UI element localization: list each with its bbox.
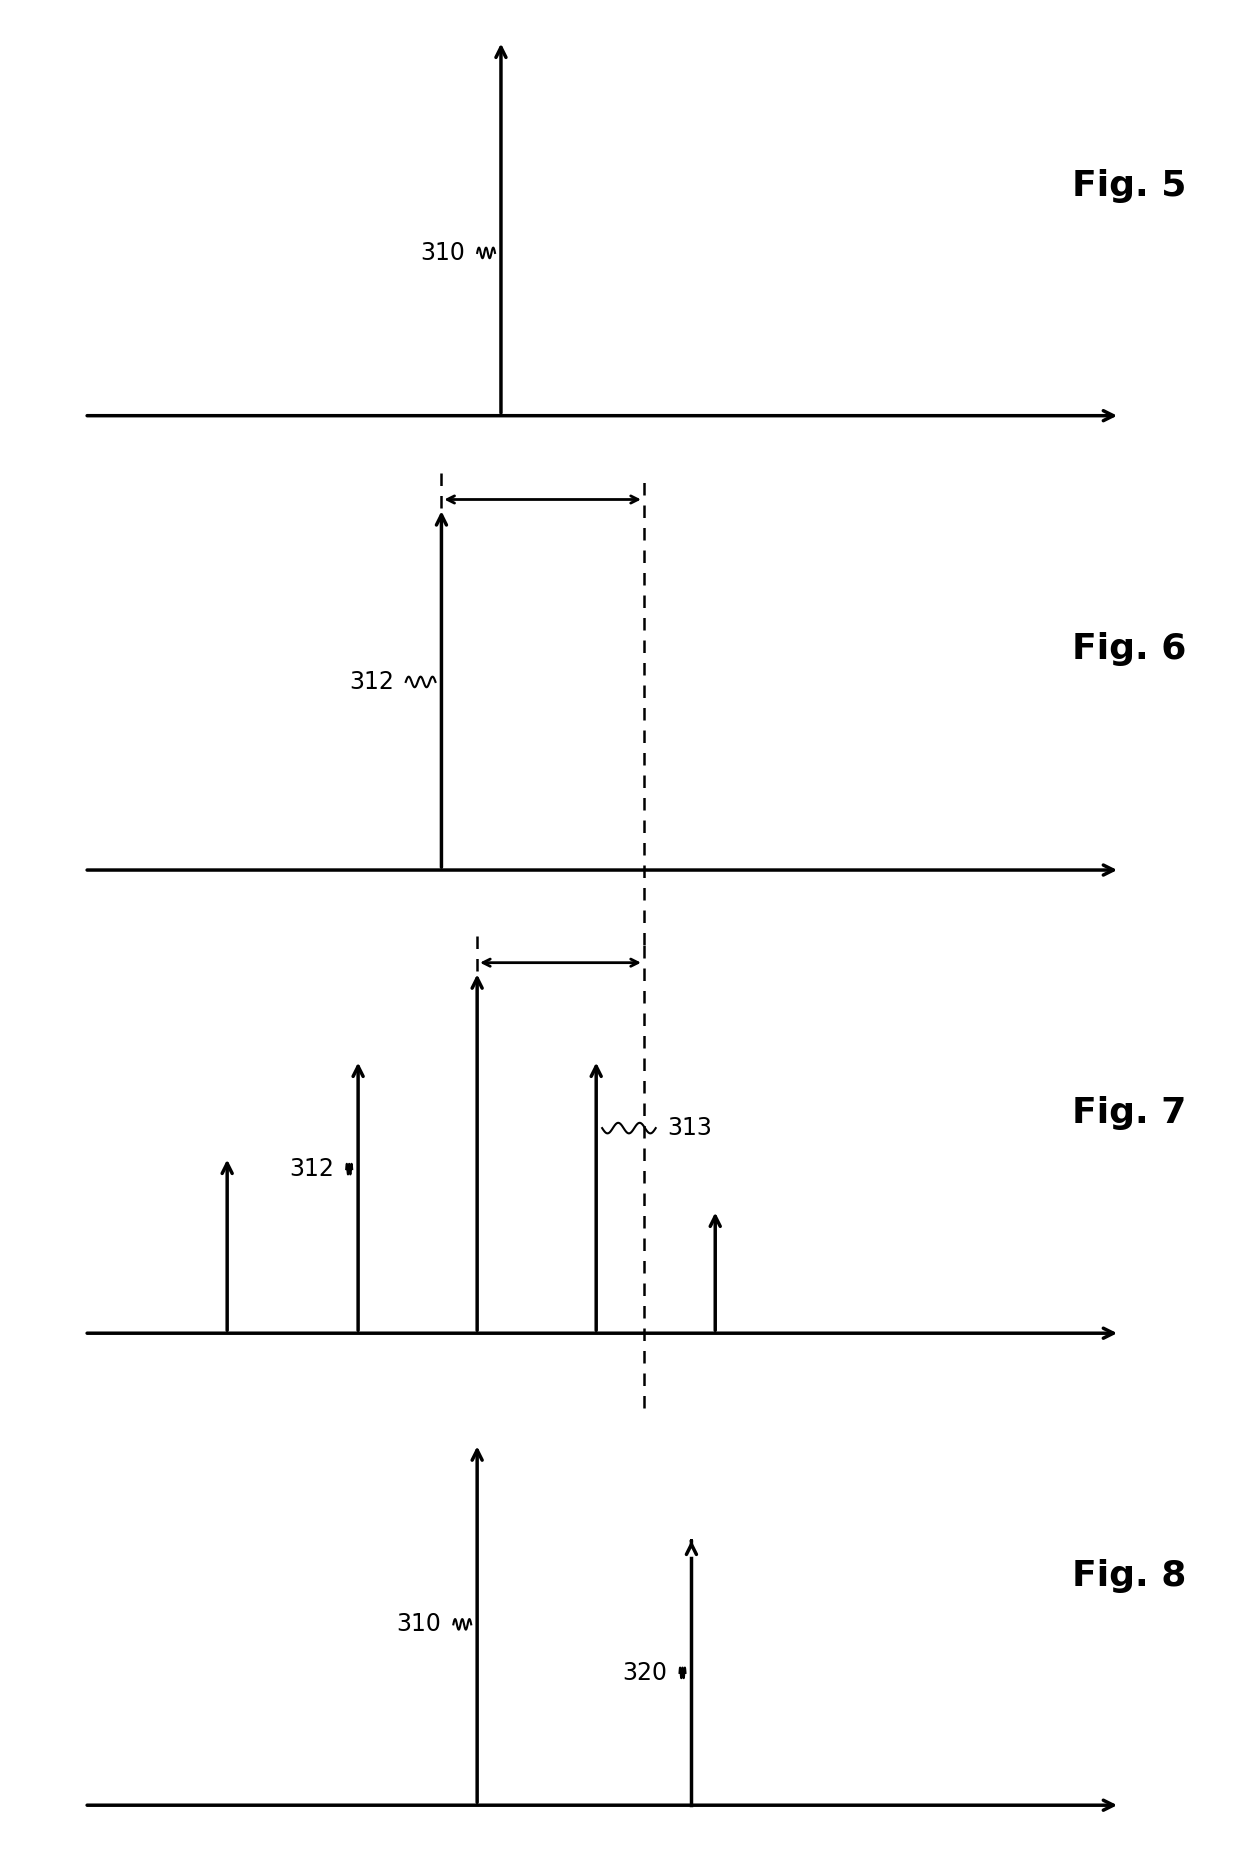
Text: 320: 320	[622, 1661, 667, 1685]
Text: Fig. 5: Fig. 5	[1073, 170, 1187, 204]
Text: Fig. 6: Fig. 6	[1073, 633, 1187, 667]
Text: 310: 310	[420, 241, 465, 265]
Text: 312: 312	[289, 1156, 335, 1181]
Text: Fig. 8: Fig. 8	[1073, 1558, 1187, 1593]
Text: 312: 312	[348, 671, 394, 693]
Text: 310: 310	[397, 1612, 441, 1636]
Text: 313: 313	[667, 1115, 713, 1139]
Text: Fig. 7: Fig. 7	[1073, 1097, 1187, 1130]
